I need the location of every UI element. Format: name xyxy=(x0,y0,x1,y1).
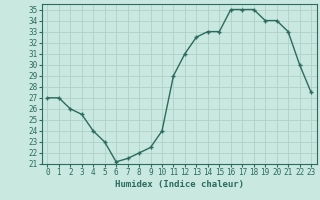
X-axis label: Humidex (Indice chaleur): Humidex (Indice chaleur) xyxy=(115,180,244,189)
